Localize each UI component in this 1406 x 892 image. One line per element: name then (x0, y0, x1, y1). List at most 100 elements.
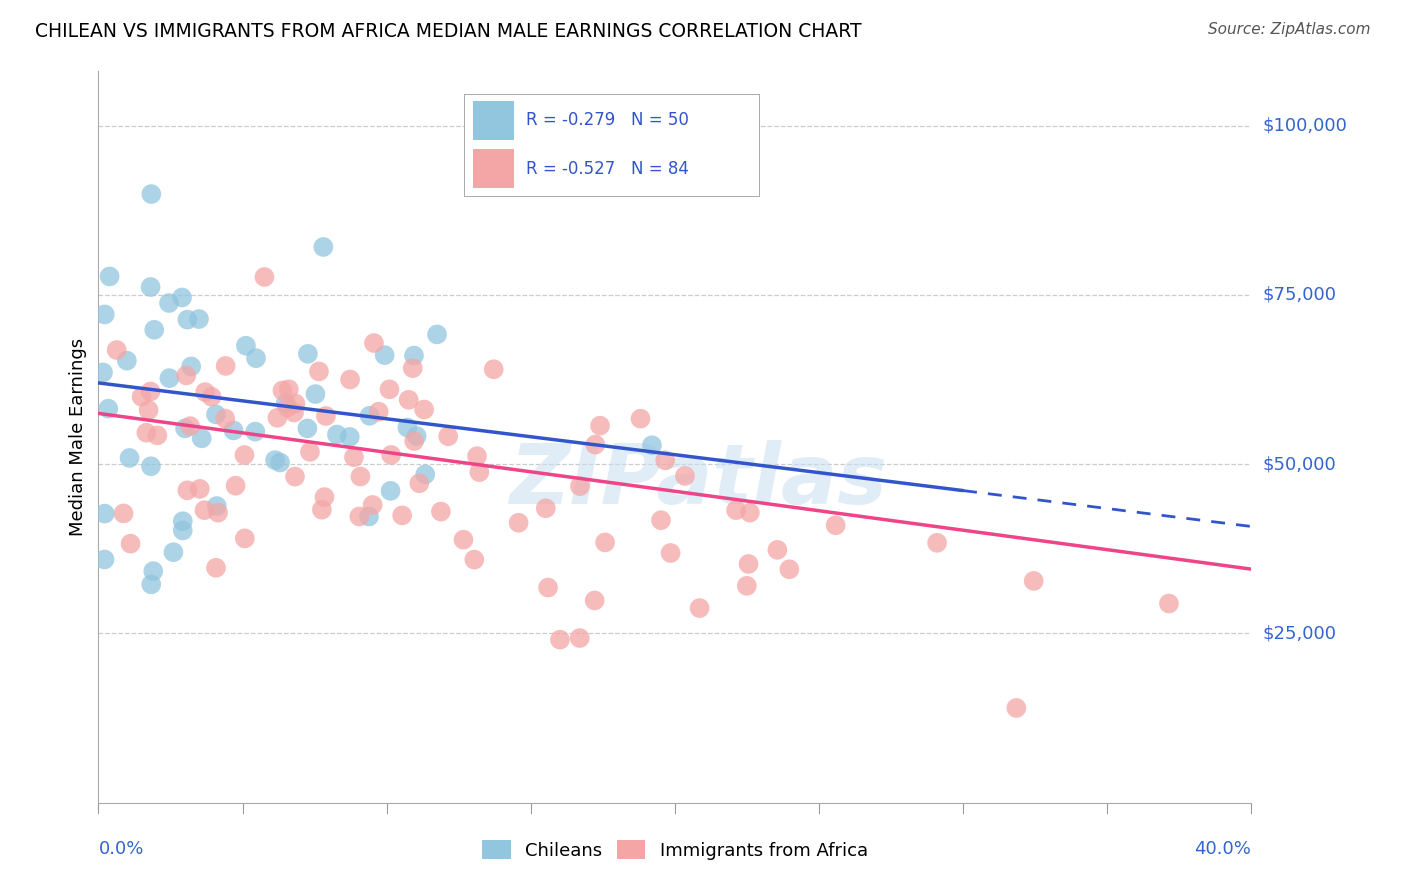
Point (311, 502, 333, 516)
Point (131, 390, 153, 404)
Point (97, 401, 120, 416)
Point (583, 593, 606, 607)
Point (205, 561, 228, 575)
Point (94, 307, 117, 321)
Point (214, 359, 236, 373)
Point (583, 437, 606, 451)
Text: $75,000: $75,000 (1263, 285, 1337, 304)
Bar (472, 101, 515, 140)
Point (264, 453, 287, 467)
Text: $50,000: $50,000 (1263, 455, 1336, 473)
Point (118, 450, 141, 465)
Point (339, 372, 361, 386)
Point (139, 459, 162, 474)
Point (326, 427, 349, 442)
Point (141, 187, 163, 202)
Point (93, 507, 115, 521)
Text: $25,000: $25,000 (1263, 624, 1337, 642)
Point (179, 419, 201, 434)
Point (120, 536, 142, 550)
Point (312, 240, 335, 254)
Point (143, 323, 166, 337)
Point (361, 498, 384, 512)
Text: CHILEAN VS IMMIGRANTS FROM AFRICA MEDIAN MALE EARNINGS CORRELATION CHART: CHILEAN VS IMMIGRANTS FROM AFRICA MEDIAN… (35, 22, 862, 41)
Point (172, 514, 194, 528)
Point (568, 631, 591, 645)
Text: 40.0%: 40.0% (1195, 840, 1251, 858)
Point (297, 347, 319, 361)
Point (146, 428, 169, 442)
Point (274, 396, 297, 410)
Point (142, 564, 165, 578)
Point (141, 577, 163, 591)
Point (214, 411, 236, 425)
Point (315, 409, 337, 423)
Point (349, 509, 371, 524)
Point (172, 524, 194, 538)
Point (271, 384, 294, 398)
Point (465, 449, 488, 463)
Point (927, 536, 949, 550)
Point (157, 371, 180, 385)
Point (404, 434, 426, 448)
Point (339, 430, 361, 444)
Point (277, 382, 299, 396)
Point (824, 518, 846, 533)
Point (391, 508, 413, 523)
Point (176, 312, 198, 326)
Point (233, 448, 256, 462)
Point (180, 359, 202, 374)
Point (650, 513, 672, 527)
Point (176, 483, 198, 498)
Point (766, 542, 789, 557)
Point (659, 546, 682, 560)
Point (194, 385, 217, 400)
Point (162, 545, 184, 559)
Point (245, 351, 267, 366)
Point (654, 453, 676, 467)
Point (402, 349, 425, 363)
Point (396, 420, 419, 434)
Point (233, 532, 256, 546)
Point (380, 483, 402, 498)
Y-axis label: Median Male Earnings: Median Male Earnings (69, 338, 87, 536)
Point (276, 401, 298, 415)
Point (426, 327, 449, 342)
Point (308, 364, 330, 378)
Text: R = -0.279   N = 50: R = -0.279 N = 50 (526, 112, 689, 129)
Text: 0.0%: 0.0% (98, 840, 143, 858)
Point (205, 499, 228, 513)
Text: $100,000: $100,000 (1263, 117, 1347, 135)
Point (1022, 574, 1045, 588)
Point (115, 353, 138, 368)
Point (367, 405, 389, 419)
Point (283, 405, 305, 419)
Point (437, 429, 460, 443)
Point (359, 409, 381, 423)
Point (112, 507, 135, 521)
Point (630, 411, 652, 425)
Point (343, 450, 366, 465)
Point (139, 280, 162, 294)
Point (91, 366, 114, 380)
Point (253, 270, 276, 285)
Point (641, 438, 664, 452)
Point (190, 431, 212, 445)
Point (468, 465, 491, 479)
Point (245, 425, 267, 439)
Point (135, 425, 157, 440)
Point (188, 482, 211, 496)
Point (725, 503, 748, 517)
Point (673, 469, 696, 483)
Point (413, 402, 436, 417)
Point (188, 312, 211, 326)
Point (284, 469, 307, 483)
Bar (472, 149, 515, 188)
Point (735, 579, 758, 593)
Point (298, 445, 321, 459)
Point (398, 392, 420, 407)
Point (349, 469, 371, 483)
Point (314, 490, 336, 504)
Point (170, 290, 193, 304)
Point (1005, 701, 1028, 715)
